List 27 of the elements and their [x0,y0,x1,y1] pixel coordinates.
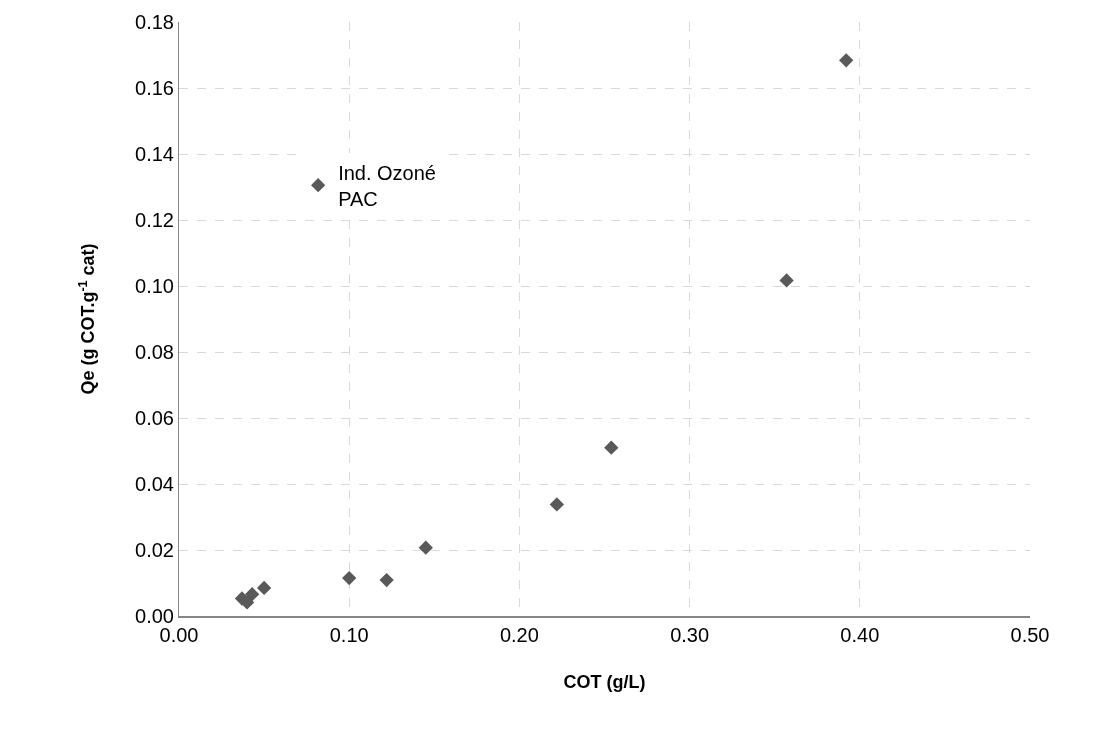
y-tick-label: 0.08 [135,341,174,363]
x-tick-label: 0.20 [499,624,539,646]
point [256,580,272,596]
x-tick-label: 0.40 [840,624,880,646]
x-tick-label: 0.50 [1010,624,1050,646]
y-tick-label: 0.18 [135,11,174,33]
point [418,540,433,555]
y-tick-label: 0.14 [135,143,174,165]
x-tick-label: 0.00 [159,624,199,646]
y-tick-label: 0.00 [135,605,174,627]
y-tick-label: 0.02 [135,539,174,561]
y-tick-label: 0.16 [135,77,174,99]
y-tick-label: 0.06 [135,407,174,429]
point [549,497,564,512]
point [342,570,357,586]
y-tick-label: 0.10 [135,275,174,297]
point [839,53,854,68]
x-axis-title: COT (g/L) [563,671,646,692]
legend-label: Ind. Ozoné PAC [338,161,436,210]
x-tick-label: 0.30 [670,624,710,646]
point [379,572,394,588]
point [604,440,619,455]
y-tick-label: 0.12 [135,209,174,231]
y-tick-label: 0.04 [135,473,174,495]
point [779,273,794,288]
point [245,587,260,602]
x-tick-label: 0.10 [329,624,369,646]
